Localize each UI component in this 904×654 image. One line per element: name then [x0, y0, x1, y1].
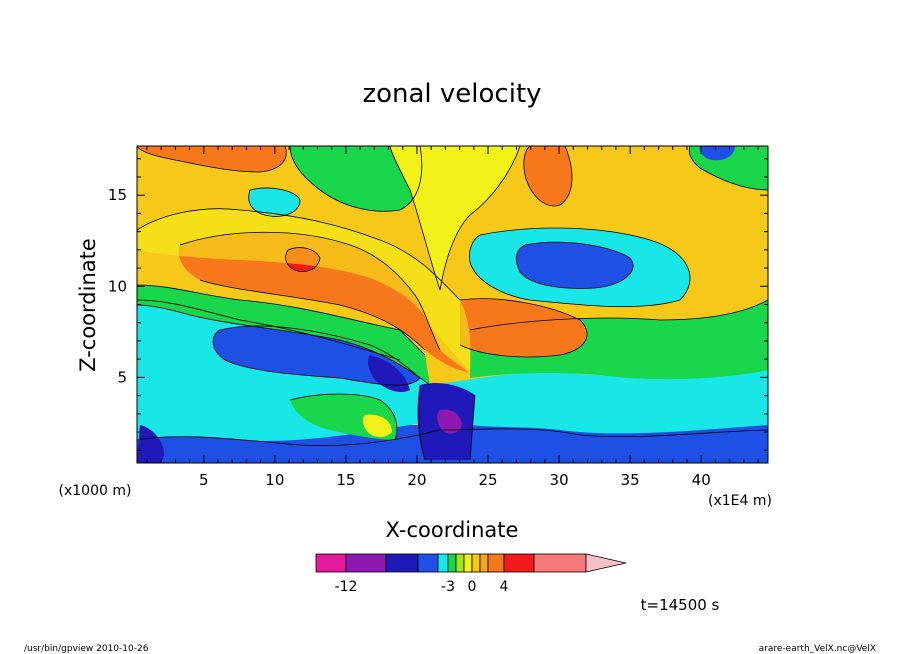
y-axis-label: Z-coordinate [76, 238, 100, 372]
colorbar-segment [345, 553, 387, 573]
x-tick-label: 35 [621, 471, 640, 489]
field-orange-tongue [178, 232, 469, 372]
colorbar-segment [385, 553, 419, 573]
velocity-field [137, 146, 768, 463]
colorbar-ticks: -12 -3 0 4 [335, 579, 509, 595]
colorbar-segment [479, 553, 489, 573]
field-orange-top-right [523, 146, 572, 206]
y-tick-label: 5 [117, 368, 127, 386]
field-green-band-right [470, 300, 768, 380]
colorbar-segment [463, 553, 473, 573]
colorbar-tick-label: 0 [468, 579, 477, 595]
x-tick-label: 5 [199, 471, 209, 489]
colorbar-tick-label: -12 [335, 579, 358, 595]
colorbar-segment [503, 553, 535, 573]
chart-title: zonal velocity [362, 79, 541, 109]
x-tick-label: 40 [692, 471, 711, 489]
field-cyan-top-left [248, 188, 300, 217]
time-label: t=14500 s [641, 596, 720, 614]
field-green-band-left [137, 285, 430, 385]
field-purple-core [437, 409, 462, 434]
field-yellow-top [390, 146, 520, 290]
colorbar-tick-label: -3 [441, 579, 455, 595]
field-yellow-patch [362, 414, 392, 438]
y-tick-label: 10 [108, 277, 127, 295]
colorbar-segment [471, 553, 481, 573]
field-orange-top-left [137, 146, 287, 172]
x-unit-right: (x1E4 m) [708, 493, 772, 509]
colorbar-segment [315, 553, 347, 573]
footer-right: arare-earth_VelX.nc@VelX [759, 644, 876, 654]
colorbar-segment [447, 553, 457, 573]
field-orange-right [460, 298, 588, 357]
colorbar-extend-arrow [585, 553, 627, 573]
field-yellow-halo [137, 208, 471, 372]
y-axis: 5 10 15 [108, 158, 768, 451]
colorbar-segment [487, 553, 505, 573]
colorbar-segment [455, 553, 465, 573]
x-axis: 5 10 15 20 25 30 35 40 [146, 146, 759, 489]
colorbar-segment [533, 553, 587, 573]
contour-lines [137, 146, 768, 461]
footer-left: /usr/bin/gpview 2010-10-26 [24, 644, 149, 654]
colorbar [315, 553, 627, 573]
x-tick-label: 20 [407, 471, 426, 489]
colorbar-tick-label: 4 [500, 579, 509, 595]
y-tick-label: 15 [108, 186, 127, 204]
x-tick-label: 10 [265, 471, 284, 489]
x-tick-label: 30 [550, 471, 569, 489]
colorbar-segment [417, 553, 439, 573]
field-blue-blob-right [516, 242, 634, 289]
field-darkblue-blob [367, 355, 410, 392]
x-tick-label: 25 [478, 471, 497, 489]
x-tick-label: 15 [336, 471, 355, 489]
x-axis-label: X-coordinate [386, 518, 519, 542]
x-unit-left: (x1000 m) [59, 483, 132, 499]
field-dark-left [137, 425, 164, 463]
colorbar-segment [437, 553, 449, 573]
field-green-top [290, 146, 422, 212]
field-blue-top-right [699, 146, 735, 161]
